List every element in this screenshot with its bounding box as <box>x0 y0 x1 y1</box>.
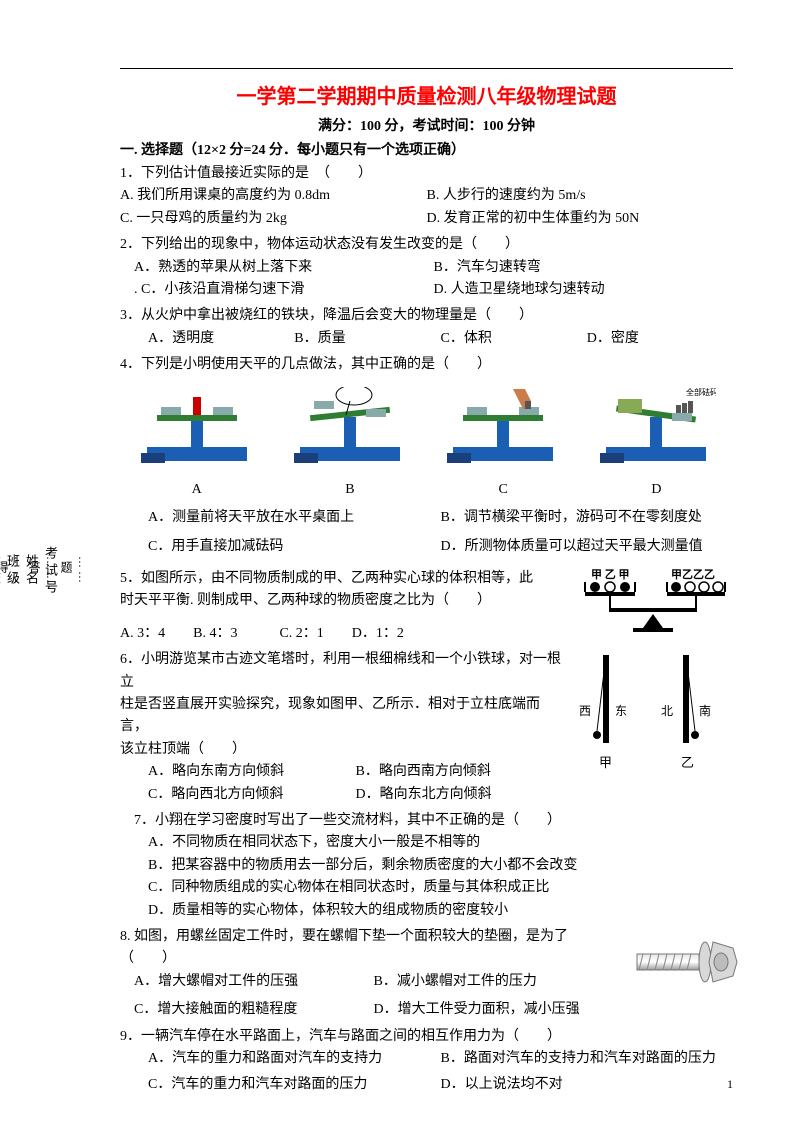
q4-opt-a: A．测量前将天平放在水平桌面上 <box>148 507 441 529</box>
q4-opt-d: D．所测物体质量可以超过天平最大测量值 <box>441 536 734 558</box>
q1-opt-c: C. 一只母鸡的质量约为 2kg <box>120 208 427 230</box>
question-3: 3．从火炉中拿出被烧红的铁块，降温后会变大的物理量是（ ） A．透明度 B．质量… <box>120 305 733 350</box>
q6-opt-c: C．略向西北方向倾斜 <box>148 784 356 806</box>
q3-opt-c: C．体积 <box>441 328 587 350</box>
q2-opt-b: B．汽车匀速转弯 <box>434 257 734 279</box>
q4-stem: 4．下列是小明使用天平的几点做法，其中正确的是（ ） <box>120 354 733 376</box>
svg-text:东: 东 <box>615 704 627 718</box>
q5-stem-1: 5．如图所示，由不同物质制成的甲、乙两种实心球的体积相等，此 <box>120 568 563 590</box>
q3-opt-a: A．透明度 <box>148 328 294 350</box>
section-1-heading: 一. 选择题（12×2 分=24 分．每小题只有一个选项正确） <box>120 139 733 159</box>
q9-opt-d: D．以上说法均不对 <box>441 1074 734 1096</box>
q9-opt-c: C．汽车的重力和汽车对路面的压力 <box>148 1074 441 1096</box>
q3-opt-b: B．质量 <box>294 328 440 350</box>
q1-opt-d: D. 发育正常的初中生体重约为 50N <box>427 208 734 230</box>
question-1: 1．下列估计值最接近实际的是 （ ） A. 我们所用课桌的高度约为 0.8dm … <box>120 163 733 230</box>
q6-stem-2: 柱是否竖直展开实验探究，现象如图甲、乙所示．相对于立柱底端而言， <box>120 694 563 739</box>
q7-opt-c: C．同种物质组成的实心物体在相同状态时，质量与其体积成正比 <box>148 877 733 899</box>
q9-opt-b: B．路面对汽车的支持力和汽车对路面的压力 <box>441 1048 734 1070</box>
q3-opt-d: D．密度 <box>587 328 733 350</box>
q8-opt-c: C．增大接触面的粗糙程度 <box>134 999 374 1021</box>
q7-opt-b: B．把某容器中的物质用去一部分后，剩余物质密度的大小都不会改变 <box>148 855 733 877</box>
q7-opt-d: D．质量相等的实心物体，体积较大的组成物质的密度较小 <box>148 900 733 922</box>
svg-text:甲乙乙乙: 甲乙乙乙 <box>671 568 715 581</box>
q6-stem-3: 该立柱顶端（ ） <box>120 739 563 761</box>
question-4: 4．下列是小明使用天平的几点做法，其中正确的是（ ） A <box>120 354 733 564</box>
question-5: 5．如图所示，由不同物质制成的甲、乙两种实心球的体积相等，此 时天平平衡. 则制… <box>120 568 733 645</box>
balance-figure-c <box>443 387 563 467</box>
q4-opt-b: B．调节横梁平衡时，游码可不在零刻度处 <box>441 507 734 529</box>
q9-opt-a: A．汽车的重力和路面对汽车的支持力 <box>148 1048 441 1070</box>
q8-bolt-figure <box>633 932 743 992</box>
balance-figure-a <box>137 387 257 467</box>
q1-opt-b: B. 人步行的速度约为 5m/s <box>427 185 734 207</box>
q6-stem-1: 6．小明游览某市古迹文笔塔时，利用一根细棉线和一个小铁球，对一根立 <box>120 649 563 694</box>
q2-opt-d: D. 人造卫星绕地球匀速转动 <box>434 279 734 301</box>
q6-opt-a: A．略向东南方向倾斜 <box>148 761 356 783</box>
q6-plumb-figure: 西 东 甲 北 南 乙 <box>573 649 743 779</box>
q1-opt-a: A. 我们所用课桌的高度约为 0.8dm <box>120 185 427 207</box>
q8-opt-b: B．减小螺帽对工件的压力 <box>374 971 614 993</box>
q5-stem-2: 时天平平衡. 则制成甲、乙两种球的物质密度之比为（ ） <box>120 590 563 612</box>
question-7: 7．小翔在学习密度时写出了一些交流材料，其中不正确的是（ ） A．不同物质在相同… <box>120 810 733 922</box>
question-2: 2．下列给出的现象中，物体运动状态没有发生改变的是（ ） A．熟透的苹果从树上落… <box>120 234 733 301</box>
question-6: 6．小明游览某市古迹文笔塔时，利用一根细棉线和一个小铁球，对一根立 柱是否竖直展… <box>120 649 733 806</box>
q4-opt-c: C．用手直接加减砝码 <box>148 536 441 558</box>
q8-opt-d: D．增大工件受力面积，减小压强 <box>374 999 614 1021</box>
svg-text:全部砝码: 全部砝码 <box>686 387 716 397</box>
q4-figures: A B <box>120 387 733 502</box>
balance-figure-b <box>290 387 410 467</box>
q7-stem: 7．小翔在学习密度时写出了一些交流材料，其中不正确的是（ ） <box>134 810 733 832</box>
q7-opt-a: A．不同物质在相同状态下，密度大小一般是不相等的 <box>148 832 733 854</box>
q5-opts: A. 3：4 B. 4：3 C. 2：1 D．1：2 <box>120 623 563 645</box>
q2-opt-c: . C．小孩沿直滑梯匀速下滑 <box>134 279 434 301</box>
page-number: 1 <box>727 1077 733 1092</box>
q6-opt-d: D．略向东北方向倾斜 <box>356 784 564 806</box>
svg-text:甲 乙 甲: 甲 乙 甲 <box>591 568 630 581</box>
svg-text:甲: 甲 <box>599 755 612 770</box>
svg-text:南: 南 <box>699 703 711 718</box>
svg-text:乙: 乙 <box>681 755 694 770</box>
svg-text:北: 北 <box>661 704 673 718</box>
exam-title: 一学第二学期期中质量检测八年级物理试题 <box>120 80 733 109</box>
q6-opt-b: B．略向西南方向倾斜 <box>356 761 564 783</box>
q8-opt-a: A．增大螺帽对工件的压强 <box>134 971 374 993</box>
q5-balance-figure: 甲 乙 甲 甲乙乙乙 <box>573 568 733 646</box>
q8-stem: 8. 如图，用螺丝固定工件时，要在螺帽下垫一个面积较大的垫圈，是为了 （ ） <box>120 926 613 971</box>
q9-stem: 9．一辆汽车停在水平路面上，汽车与路面之间的相互作用力为（ ） <box>120 1026 733 1048</box>
q1-stem: 1．下列估计值最接近实际的是 （ ） <box>120 163 733 185</box>
q2-stem: 2．下列给出的现象中，物体运动状态没有发生改变的是（ ） <box>120 234 733 256</box>
q2-opt-a: A．熟透的苹果从树上落下来 <box>134 257 434 279</box>
question-9: 9．一辆汽车停在水平路面上，汽车与路面之间的相互作用力为（ ） A．汽车的重力和… <box>120 1026 733 1097</box>
svg-text:西: 西 <box>579 704 591 718</box>
exam-subtitle: 满分：100 分，考试时间：100 分钟 <box>120 115 733 135</box>
q3-stem: 3．从火炉中拿出被烧红的铁块，降温后会变大的物理量是（ ） <box>120 305 733 327</box>
balance-figure-d: 全部砝码 <box>596 387 716 467</box>
question-8: 8. 如图，用螺丝固定工件时，要在螺帽下垫一个面积较大的垫圈，是为了 （ ） A… <box>120 926 733 1022</box>
